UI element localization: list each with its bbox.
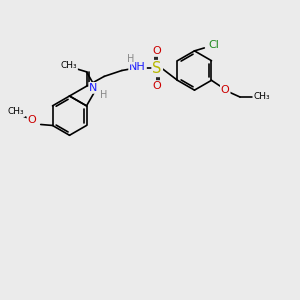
Text: S: S <box>152 61 162 76</box>
Text: H: H <box>127 54 134 64</box>
Text: NH: NH <box>129 61 146 72</box>
Text: CH₃: CH₃ <box>61 61 77 70</box>
Text: CH₃: CH₃ <box>8 107 25 116</box>
Text: CH₃: CH₃ <box>253 92 270 101</box>
Text: O: O <box>153 46 162 56</box>
Text: O: O <box>28 115 36 124</box>
Text: H: H <box>100 90 107 100</box>
Text: O: O <box>221 85 230 95</box>
Text: O: O <box>153 81 162 91</box>
Text: N: N <box>89 83 98 93</box>
Text: Cl: Cl <box>209 40 220 50</box>
